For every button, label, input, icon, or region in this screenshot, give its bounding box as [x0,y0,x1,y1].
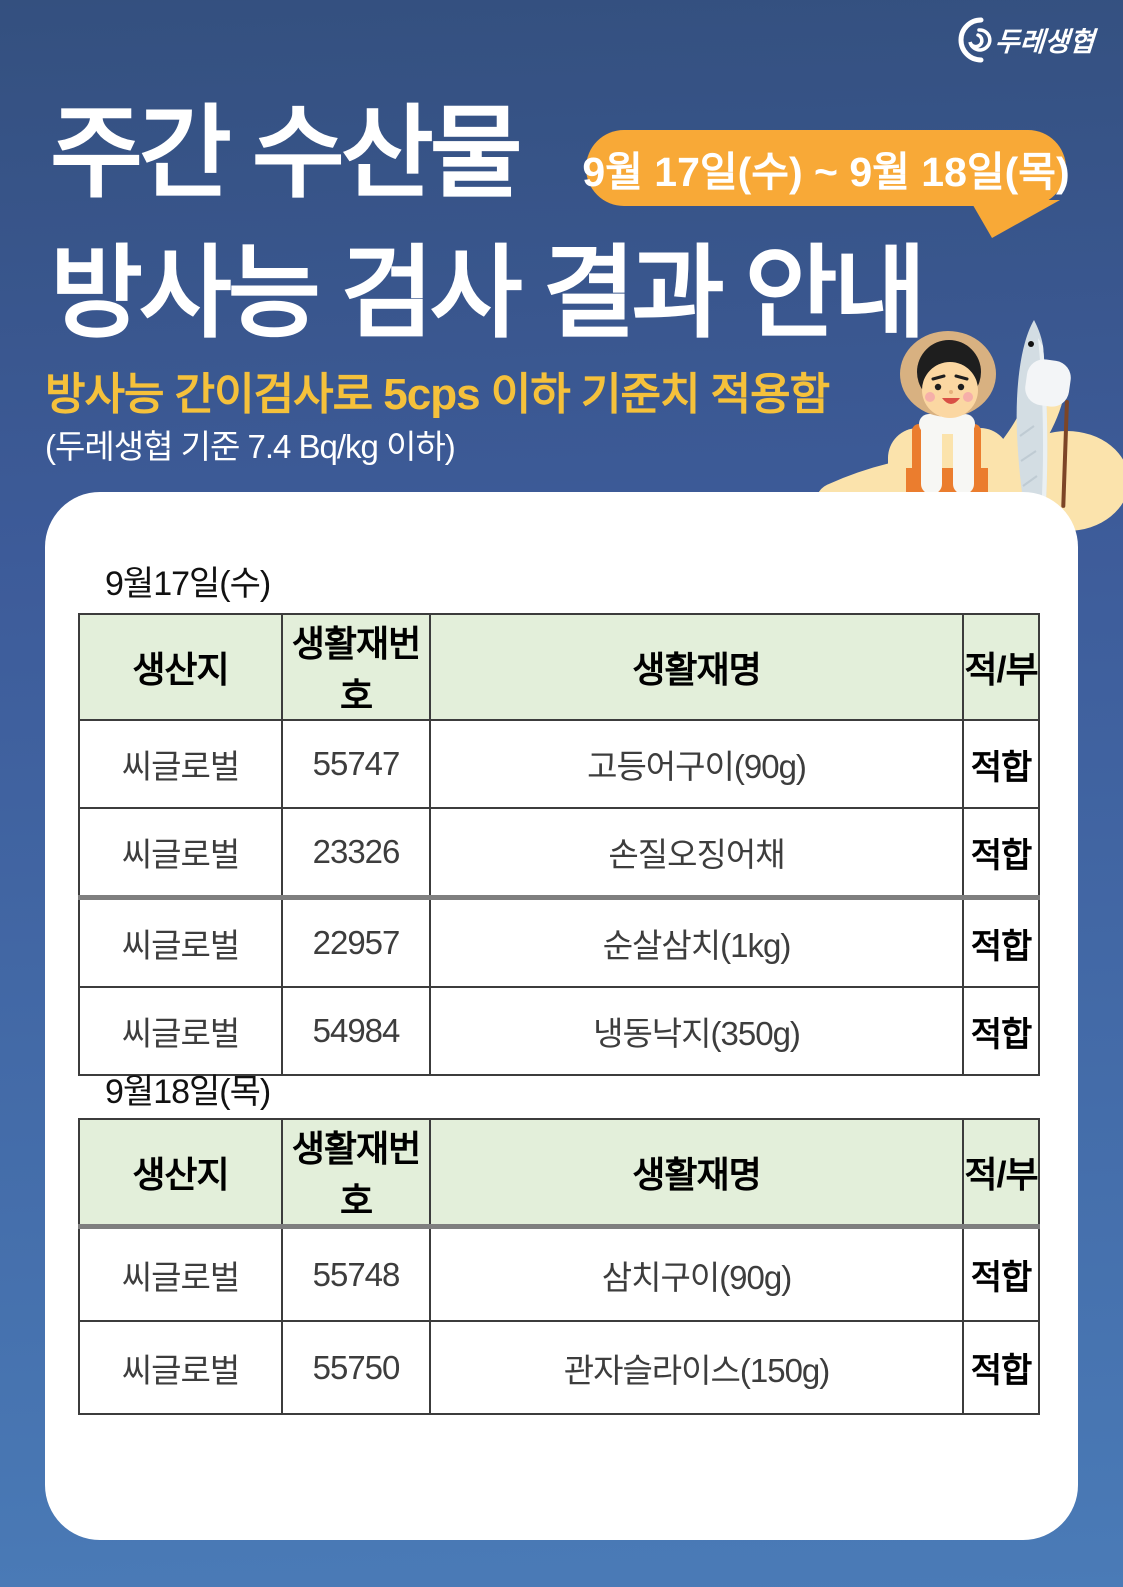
cell-item-number: 55748 [281,1225,431,1322]
logo-text: 두레생협 [994,27,1099,58]
table-row: 씨글로벌 55748 삼치구이(90g) 적합 [78,1225,1040,1322]
cell-pass-fail: 적합 [962,986,1040,1076]
col-header-item-name: 생활재명 [429,613,964,721]
standard-note: (두레생협 기준 7.4 Bq/kg 이하) [45,428,456,465]
table2-date-label: 9월18일(목) [105,1073,271,1111]
cell-item-number: 23326 [281,807,431,900]
cell-pass-fail: 적합 [962,1225,1040,1322]
cell-item-name: 삼치구이(90g) [429,1225,964,1322]
cell-pass-fail: 적합 [962,807,1040,900]
page-title: 주간 수산물 방사능 검사 결과 안내 [50,84,926,364]
cell-item-name: 손질오징어채 [429,807,964,900]
cell-origin: 씨글로벌 [78,1225,283,1322]
cell-item-number: 22957 [281,896,431,988]
table-header-row: 생산지 생활재번호 생활재명 적/부 [78,1118,1040,1229]
table1-date-label: 9월17일(수) [105,565,271,603]
cell-item-name: 관자슬라이스(150g) [429,1320,964,1415]
speech-bubble-tail [970,200,1060,238]
results-card: 9월17일(수) 생산지 생활재번호 생활재명 적/부 씨글로벌 55747 고… [45,492,1078,1540]
swirl-circle-icon: 두레생협 [958,17,1099,63]
table-row: 씨글로벌 54984 냉동낙지(350g) 적합 [78,986,1040,1076]
col-header-origin: 생산지 [78,613,283,721]
col-header-item-name: 생활재명 [429,1118,964,1229]
cell-origin: 씨글로벌 [78,719,283,809]
table-row: 씨글로벌 55747 고등어구이(90g) 적합 [78,719,1040,809]
table-row: 씨글로벌 55750 관자슬라이스(150g) 적합 [78,1320,1040,1415]
cell-pass-fail: 적합 [962,896,1040,988]
cell-item-number: 55750 [281,1320,431,1415]
cell-item-number: 54984 [281,986,431,1076]
cell-origin: 씨글로벌 [78,986,283,1076]
cell-pass-fail: 적합 [962,719,1040,809]
date-range-badge: 9월 17일(수) ~ 9월 18일(목) [582,130,1070,206]
col-header-pass-fail: 적/부 [962,1118,1040,1229]
table-row: 씨글로벌 23326 손질오징어채 적합 [78,807,1040,900]
cell-origin: 씨글로벌 [78,896,283,988]
cell-item-name: 냉동낙지(350g) [429,986,964,1076]
col-header-pass-fail: 적/부 [962,613,1040,721]
col-header-item-number: 생활재번호 [281,613,431,721]
page-title-line1: 주간 수산물 [50,98,523,210]
cell-item-number: 55747 [281,719,431,809]
standard-subtitle: 방사능 간이검사로 5cps 이하 기준치 적용함 [45,370,830,419]
results-table-sep18: 생산지 생활재번호 생활재명 적/부 씨글로벌 55748 삼치구이(90g) … [78,1118,1040,1415]
col-header-origin: 생산지 [78,1118,283,1229]
col-header-item-number: 생활재번호 [281,1118,431,1229]
page-title-line2: 방사능 검사 결과 안내 [50,238,926,350]
cell-origin: 씨글로벌 [78,1320,283,1415]
cell-item-name: 고등어구이(90g) [429,719,964,809]
cell-item-name: 순살삼치(1kg) [429,896,964,988]
table-header-row: 생산지 생활재번호 생활재명 적/부 [78,613,1040,721]
table-row: 씨글로벌 22957 순살삼치(1kg) 적합 [78,896,1040,988]
cell-pass-fail: 적합 [962,1320,1040,1415]
dure-coop-logo: 두레생협 [953,14,1113,66]
results-table-sep17: 생산지 생활재번호 생활재명 적/부 씨글로벌 55747 고등어구이(90g)… [78,613,1040,1076]
cell-origin: 씨글로벌 [78,807,283,900]
